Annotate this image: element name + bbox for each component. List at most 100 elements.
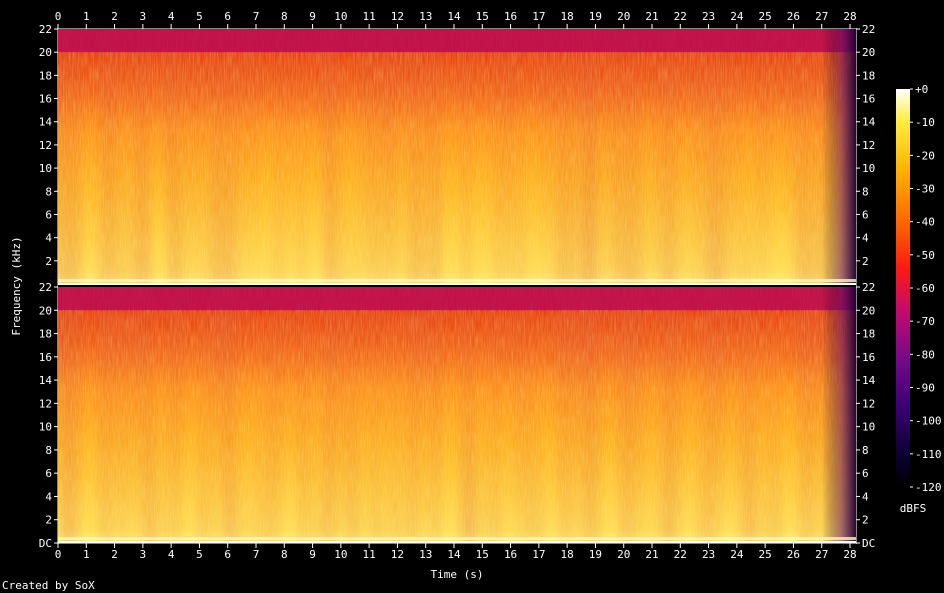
plot-frame <box>57 28 857 544</box>
y-tick-label-left: 18 <box>39 328 52 341</box>
x-tick-label-bottom: 5 <box>196 548 203 561</box>
x-tick-label-top: 0 <box>55 10 62 23</box>
y-tick-label-right: 14 <box>862 374 876 387</box>
y-tick-label-right: 16 <box>862 351 875 364</box>
x-tick-label-bottom: 3 <box>140 548 147 561</box>
x-tick-label-bottom: 25 <box>759 548 772 561</box>
colorbar-gradient <box>896 89 910 487</box>
x-tick-label-top: 25 <box>759 10 772 23</box>
colorbar-tick-label: -100 <box>915 415 942 428</box>
y-tick-label-right: 22 <box>862 23 875 36</box>
x-axis-bottom-ticks: 0 1 2 3 4 5 6 7 8 9 10 11 12 13 14 15 16 17 18 19 20 21 22 23 24… <box>55 543 857 561</box>
y-tick-label-right: 20 <box>862 46 875 59</box>
y-tick-label-right: 22 <box>862 281 875 294</box>
x-tick-label-bottom: 14 <box>447 548 461 561</box>
x-tick-label-top: 17 <box>532 10 545 23</box>
y-tick-label-left: 2 <box>45 514 52 527</box>
x-tick-label-bottom: 21 <box>645 548 658 561</box>
x-tick-label-top: 15 <box>476 10 489 23</box>
y-tick-label-left: 20 <box>39 304 52 317</box>
x-tick-label-top: 18 <box>561 10 574 23</box>
x-tick-label-top: 7 <box>253 10 260 23</box>
colorbar-tick-label: -90 <box>915 382 935 395</box>
y-tick-label-right: 2 <box>862 255 869 268</box>
x-axis-label: Time (s) <box>431 568 484 581</box>
colorbar-tick-label: -40 <box>915 216 935 229</box>
y-tick-label-left: 6 <box>45 208 52 221</box>
channel-1-spectrogram <box>58 29 856 285</box>
colorbar-ticks: +0 -10 -20 -30 -40 -50 -60 -70 -80 -90 -100 -110 -12… <box>910 83 942 494</box>
colorbar-tick-label: -110 <box>915 448 942 461</box>
x-tick-label-bottom: 18 <box>561 548 574 561</box>
y-tick-label-right: 6 <box>862 467 869 480</box>
colorbar: +0 -10 -20 -30 -40 -50 -60 -70 -80 -90 -100 -110 -12… <box>896 83 942 515</box>
y-tick-label-left: 18 <box>39 69 52 82</box>
y-tick-label-right: 16 <box>862 93 875 106</box>
y-tick-label-right: 12 <box>862 397 875 410</box>
x-tick-label-top: 8 <box>281 10 288 23</box>
x-tick-label-bottom: 27 <box>815 548 828 561</box>
x-tick-label-top: 16 <box>504 10 517 23</box>
y-tick-label-right: 18 <box>862 328 875 341</box>
x-tick-label-bottom: 1 <box>83 548 90 561</box>
footer-credit: Created by SoX <box>2 579 95 592</box>
y-tick-label-left: 10 <box>39 162 52 175</box>
y-tick-label-right: 2 <box>862 514 869 527</box>
x-tick-label-bottom: 4 <box>168 548 175 561</box>
y-tick-label-left: 12 <box>39 139 52 152</box>
y-tick-label-left: 10 <box>39 421 52 434</box>
y-tick-label-left: 16 <box>39 351 52 364</box>
y-tick-label-left: 16 <box>39 93 52 106</box>
x-tick-label-bottom: 16 <box>504 548 517 561</box>
x-tick-label-bottom: 11 <box>363 548 376 561</box>
x-tick-label-top: 13 <box>419 10 432 23</box>
x-tick-label-top: 10 <box>334 10 347 23</box>
x-axis-top-ticks: 0 1 2 3 4 5 6 7 8 9 10 11 12 13 14 15 16 17 18 19 20 21 22 23 24… <box>55 10 857 29</box>
x-tick-label-top: 21 <box>645 10 658 23</box>
x-tick-label-bottom: 15 <box>476 548 489 561</box>
y-axis-label: Frequency (kHz) <box>10 236 23 335</box>
x-tick-label-top: 11 <box>363 10 376 23</box>
x-tick-label-bottom: 28 <box>843 548 856 561</box>
colorbar-tick-label: -10 <box>915 116 935 129</box>
y-tick-label-right: DC <box>862 537 875 550</box>
x-tick-label-bottom: 17 <box>532 548 545 561</box>
y-tick-label-left: 2 <box>45 255 52 268</box>
y-tick-label-right: 14 <box>862 116 876 129</box>
x-tick-label-top: 26 <box>787 10 800 23</box>
y-tick-label-left: 4 <box>45 490 52 503</box>
x-tick-label-top: 24 <box>730 10 744 23</box>
y-tick-label-left: 14 <box>39 116 53 129</box>
x-tick-label-bottom: 13 <box>419 548 432 561</box>
colorbar-label: dBFS <box>900 502 927 515</box>
x-tick-label-bottom: 19 <box>589 548 602 561</box>
x-tick-label-top: 23 <box>702 10 715 23</box>
x-tick-label-bottom: 9 <box>309 548 316 561</box>
y-tick-label-right: 8 <box>862 185 869 198</box>
y-tick-label-left: 8 <box>45 444 52 457</box>
colorbar-tick-label: -120 <box>915 481 942 494</box>
y-tick-label-right: 10 <box>862 421 875 434</box>
x-tick-label-top: 12 <box>391 10 404 23</box>
x-tick-label-top: 2 <box>111 10 118 23</box>
y-tick-label-right: 8 <box>862 444 869 457</box>
y-tick-label-left: 6 <box>45 467 52 480</box>
x-tick-label-bottom: 12 <box>391 548 404 561</box>
x-tick-label-bottom: 8 <box>281 548 288 561</box>
y-tick-label-left: 12 <box>39 397 52 410</box>
x-tick-label-bottom: 20 <box>617 548 630 561</box>
x-tick-label-bottom: 2 <box>111 548 118 561</box>
channel-2-spectrogram <box>58 287 856 543</box>
y-tick-label-left: 22 <box>39 281 52 294</box>
x-tick-label-top: 27 <box>815 10 828 23</box>
colorbar-tick-label: -60 <box>915 282 935 295</box>
y-tick-label-left: 22 <box>39 23 52 36</box>
x-tick-label-top: 5 <box>196 10 203 23</box>
x-tick-label-top: 4 <box>168 10 175 23</box>
x-tick-label-top: 9 <box>309 10 316 23</box>
x-tick-label-top: 6 <box>224 10 231 23</box>
y-tick-label-left: 8 <box>45 185 52 198</box>
y-tick-label-left: 4 <box>45 232 52 245</box>
x-tick-label-bottom: 23 <box>702 548 715 561</box>
